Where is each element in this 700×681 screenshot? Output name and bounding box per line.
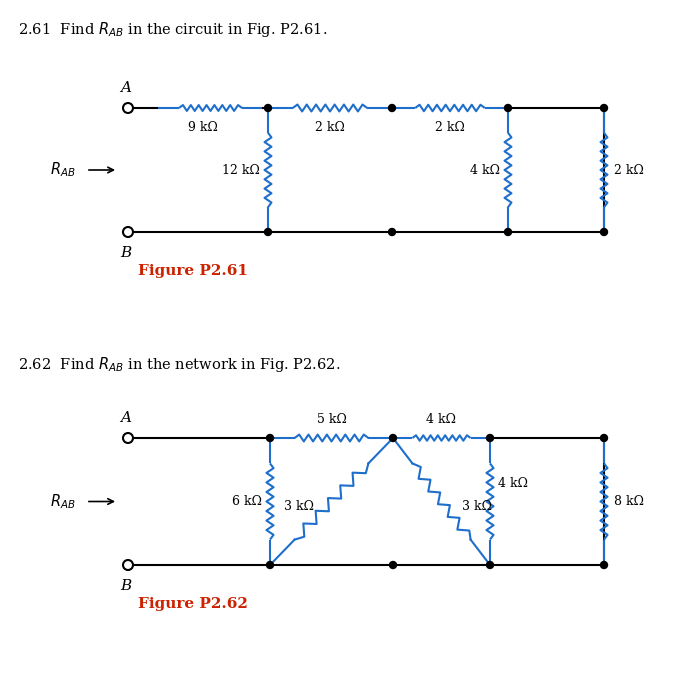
Text: 6 kΩ: 6 kΩ <box>232 495 262 508</box>
Text: 9 kΩ: 9 kΩ <box>188 121 218 134</box>
Circle shape <box>601 104 608 112</box>
Circle shape <box>123 103 133 113</box>
Text: 2.61  Find $R_{AB}$ in the circuit in Fig. P2.61.: 2.61 Find $R_{AB}$ in the circuit in Fig… <box>18 20 328 39</box>
Text: 2 kΩ: 2 kΩ <box>614 163 644 176</box>
Circle shape <box>389 434 396 441</box>
Circle shape <box>267 434 274 441</box>
Text: A: A <box>120 411 132 425</box>
Circle shape <box>486 562 493 569</box>
Text: 4 kΩ: 4 kΩ <box>426 413 456 426</box>
Text: 8 kΩ: 8 kΩ <box>614 495 644 508</box>
Text: 2 kΩ: 2 kΩ <box>315 121 345 134</box>
Text: 3 kΩ: 3 kΩ <box>284 500 314 513</box>
Circle shape <box>389 229 396 236</box>
Circle shape <box>601 229 608 236</box>
Circle shape <box>505 104 512 112</box>
Text: A: A <box>120 81 132 95</box>
Circle shape <box>123 433 133 443</box>
Text: 5 kΩ: 5 kΩ <box>316 413 346 426</box>
Text: 3 kΩ: 3 kΩ <box>461 500 491 513</box>
Circle shape <box>486 434 493 441</box>
Circle shape <box>601 562 608 569</box>
Text: 2 kΩ: 2 kΩ <box>435 121 465 134</box>
Circle shape <box>505 229 512 236</box>
Circle shape <box>389 104 396 112</box>
Text: Figure P2.61: Figure P2.61 <box>138 264 248 278</box>
Text: B: B <box>120 579 132 593</box>
Circle shape <box>265 229 272 236</box>
Circle shape <box>601 434 608 441</box>
Text: 2.62  Find $R_{AB}$ in the network in Fig. P2.62.: 2.62 Find $R_{AB}$ in the network in Fig… <box>18 355 340 374</box>
Circle shape <box>265 104 272 112</box>
Text: $R_{AB}$: $R_{AB}$ <box>50 161 76 179</box>
Text: B: B <box>120 246 132 260</box>
Text: Figure P2.62: Figure P2.62 <box>138 597 248 611</box>
Circle shape <box>123 227 133 237</box>
Circle shape <box>123 560 133 570</box>
Text: 12 kΩ: 12 kΩ <box>222 163 260 176</box>
Circle shape <box>267 562 274 569</box>
Text: $R_{AB}$: $R_{AB}$ <box>50 492 76 511</box>
Text: 4 kΩ: 4 kΩ <box>470 163 500 176</box>
Text: 4 kΩ: 4 kΩ <box>498 477 528 490</box>
Circle shape <box>389 562 396 569</box>
